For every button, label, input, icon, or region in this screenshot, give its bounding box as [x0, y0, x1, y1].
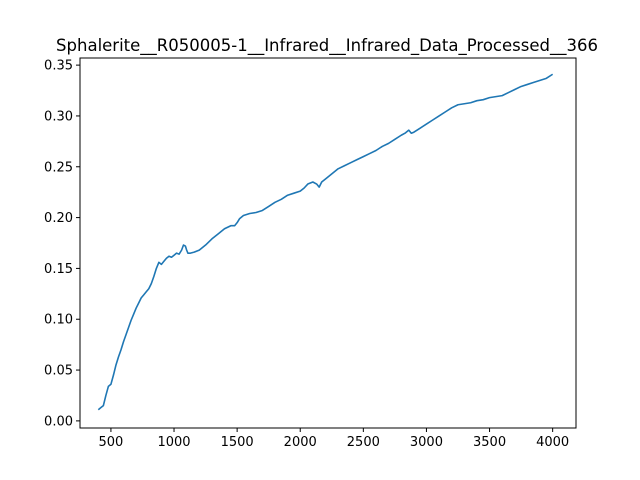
- plot-area: [97, 73, 554, 411]
- x-tick-label-3500: 3500: [473, 435, 506, 450]
- y-tick-label-7: 0.35: [44, 59, 73, 74]
- series-line-0: [97, 73, 554, 411]
- y-tick-label-3: 0.15: [44, 262, 73, 277]
- y-tick-label-4: 0.20: [44, 211, 73, 226]
- y-tick-label-5: 0.25: [44, 160, 73, 175]
- x-tick-label-3000: 3000: [410, 435, 443, 450]
- chart-title: Sphalerite__R050005-1__Infrared__Infrare…: [56, 36, 598, 56]
- axis-ticks: 500 1000 1500 2000 2500 3000 3500 4000 0.00 0.05 0…: [44, 59, 569, 450]
- x-tick-label-4000: 4000: [536, 435, 569, 450]
- x-tick-label-1500: 1500: [221, 435, 254, 450]
- y-tick-label-2: 0.10: [44, 313, 73, 328]
- y-tick-label-0: 0.00: [44, 414, 73, 429]
- y-tick-label-6: 0.30: [44, 109, 73, 124]
- x-tick-label-2500: 2500: [347, 435, 380, 450]
- x-tick-label-1000: 1000: [157, 435, 190, 450]
- x-tick-label-500: 500: [99, 435, 124, 450]
- x-tick-label-2000: 2000: [284, 435, 317, 450]
- plot-frame: [79, 57, 577, 429]
- y-tick-label-1: 0.05: [44, 364, 73, 379]
